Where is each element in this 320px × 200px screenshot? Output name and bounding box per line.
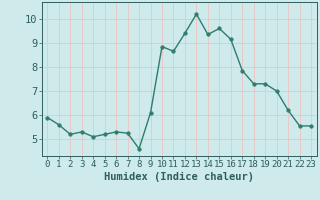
X-axis label: Humidex (Indice chaleur): Humidex (Indice chaleur) (104, 172, 254, 182)
